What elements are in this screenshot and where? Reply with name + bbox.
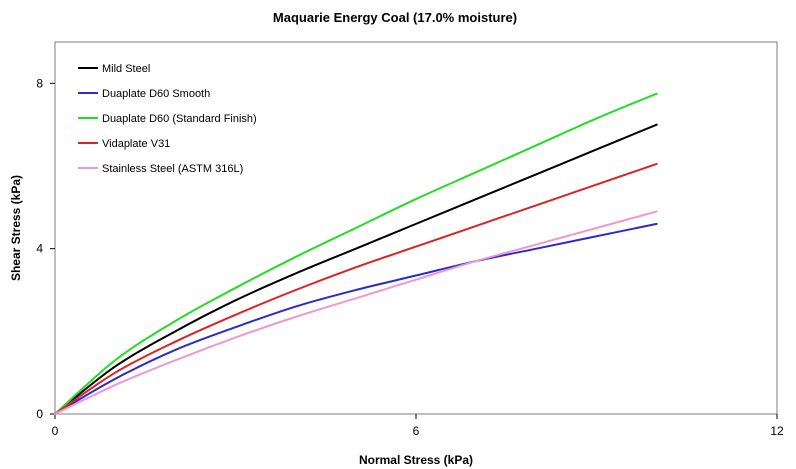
- y-tick-label: 0: [36, 407, 43, 421]
- legend-label-0: Mild Steel: [102, 63, 150, 75]
- series-line-0: [54, 123, 658, 415]
- legend: Mild Steel Duaplate D60 Smooth Duaplate D6…: [78, 63, 257, 175]
- y-tick-label: 4: [36, 242, 43, 256]
- axes: 0 6 12 0 4 8: [36, 76, 784, 438]
- plot-frame: [54, 41, 778, 415]
- legend-label-2: Duaplate D60 (Standard Finish): [102, 113, 257, 125]
- y-axis-label: Shear Stress (kPa): [9, 175, 23, 281]
- x-tick-label: 0: [52, 424, 59, 438]
- series-line-2: [54, 92, 658, 415]
- legend-label-3: Vidaplate V31: [102, 138, 170, 150]
- series-line-4: [54, 210, 658, 415]
- series-layer: [54, 92, 658, 415]
- x-axis-label: Normal Stress (kPa): [359, 453, 473, 467]
- legend-label-4: Stainless Steel (ASTM 316L): [102, 163, 243, 175]
- series-line-3: [54, 162, 658, 415]
- legend-label-1: Duaplate D60 Smooth: [102, 88, 210, 100]
- x-tick-label: 6: [413, 424, 420, 438]
- x-tick-label: 12: [770, 424, 784, 438]
- series-line-1: [54, 222, 658, 415]
- chart-title: Maquarie Energy Coal (17.0% moisture): [273, 10, 517, 25]
- y-tick-label: 8: [36, 76, 43, 90]
